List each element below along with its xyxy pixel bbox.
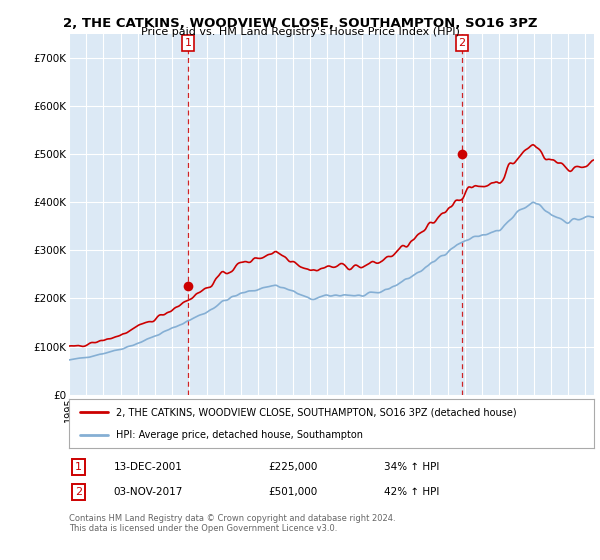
Text: £501,000: £501,000: [269, 487, 318, 497]
Text: £225,000: £225,000: [269, 462, 318, 472]
Text: 03-NOV-2017: 03-NOV-2017: [113, 487, 183, 497]
Text: 2: 2: [75, 487, 82, 497]
Text: Contains HM Land Registry data © Crown copyright and database right 2024.
This d: Contains HM Land Registry data © Crown c…: [69, 514, 395, 534]
Text: 34% ↑ HPI: 34% ↑ HPI: [384, 462, 439, 472]
Text: 1: 1: [75, 462, 82, 472]
Text: 1: 1: [185, 38, 191, 48]
Text: HPI: Average price, detached house, Southampton: HPI: Average price, detached house, Sout…: [116, 430, 363, 440]
Text: 2, THE CATKINS, WOODVIEW CLOSE, SOUTHAMPTON, SO16 3PZ: 2, THE CATKINS, WOODVIEW CLOSE, SOUTHAMP…: [63, 17, 537, 30]
Text: 13-DEC-2001: 13-DEC-2001: [113, 462, 182, 472]
Text: Price paid vs. HM Land Registry's House Price Index (HPI): Price paid vs. HM Land Registry's House …: [140, 27, 460, 37]
Text: 42% ↑ HPI: 42% ↑ HPI: [384, 487, 439, 497]
Text: 2, THE CATKINS, WOODVIEW CLOSE, SOUTHAMPTON, SO16 3PZ (detached house): 2, THE CATKINS, WOODVIEW CLOSE, SOUTHAMP…: [116, 407, 517, 417]
Text: 2: 2: [458, 38, 466, 48]
